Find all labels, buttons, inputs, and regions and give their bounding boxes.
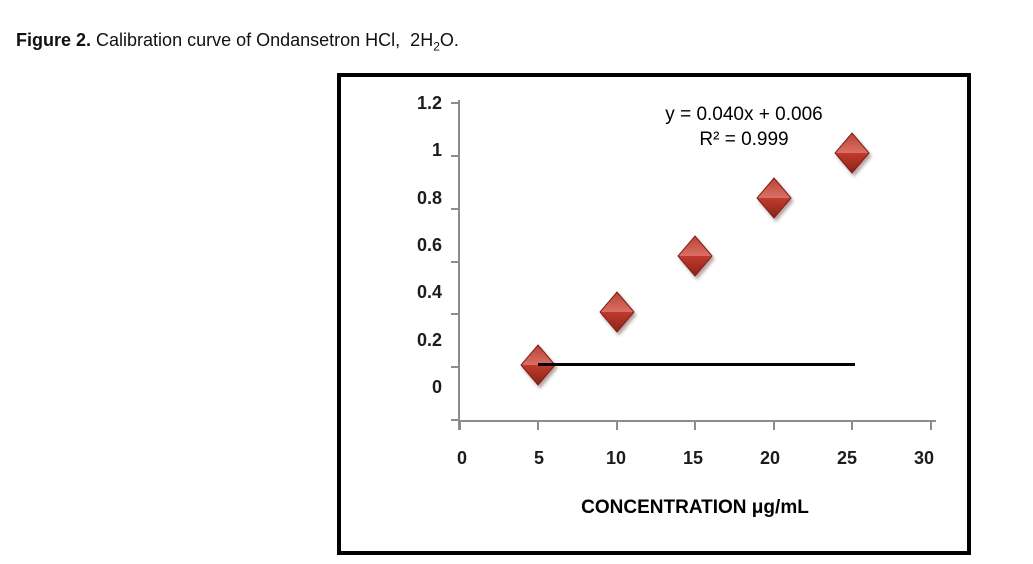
figure-caption: Figure 2. Calibration curve of Ondansetr… xyxy=(6,9,459,54)
y-tick-label: 0.4 xyxy=(416,282,442,303)
x-tick-label: 15 xyxy=(682,448,704,468)
data-point-marker xyxy=(834,132,870,175)
plot-area: y = 0.040x + 0.006 R² = 0.999 CONCENTRAT… xyxy=(341,77,967,551)
y-axis-tick xyxy=(451,419,459,421)
chart-frame: y = 0.040x + 0.006 R² = 0.999 CONCENTRAT… xyxy=(337,73,971,555)
y-axis-tick xyxy=(451,313,459,316)
x-tick-label: 0 xyxy=(456,448,467,468)
equation-line: y = 0.040x + 0.006 xyxy=(665,104,823,125)
y-axis-tick xyxy=(451,207,459,210)
y-axis-tick xyxy=(451,155,459,157)
x-axis-tick xyxy=(458,420,461,430)
x-axis-tick xyxy=(851,420,853,430)
r-squared-line: R² = 0.999 xyxy=(699,129,789,150)
data-point-marker xyxy=(598,290,635,333)
data-point-marker xyxy=(755,177,792,220)
data-point-marker xyxy=(520,343,556,386)
y-axis-tick xyxy=(451,102,459,105)
x-axis-title: CONCENTRATION μg/mL xyxy=(581,497,809,518)
y-axis-tick xyxy=(451,260,459,263)
figure-caption-text-end: O. xyxy=(439,30,459,50)
horizontal-line xyxy=(538,363,856,367)
x-tick-label: 5 xyxy=(533,448,544,468)
x-axis-tick xyxy=(537,420,539,430)
figure-caption-subscript: 2 xyxy=(433,39,440,54)
x-tick-label: 30 xyxy=(913,448,935,468)
figure-caption-label: Figure 2. xyxy=(16,30,92,50)
y-tick-label: 0.6 xyxy=(416,235,442,255)
x-axis-tick xyxy=(772,420,775,430)
x-axis-tick xyxy=(929,420,932,430)
x-axis-tick xyxy=(615,420,618,430)
y-tick-label: 0.8 xyxy=(416,187,442,208)
x-axis-tick xyxy=(694,420,696,430)
x-tick-label: 20 xyxy=(759,448,781,468)
y-tick-label: 0 xyxy=(431,377,442,397)
x-tick-label: 10 xyxy=(605,448,627,468)
y-axis-line xyxy=(458,100,460,430)
y-tick-label: 1.2 xyxy=(416,93,442,114)
x-axis-line xyxy=(458,420,936,422)
figure-caption-text: Calibration curve of Ondansetron HCl, 2H xyxy=(91,30,434,50)
data-point-marker xyxy=(677,235,713,278)
y-tick-label: 0.2 xyxy=(416,329,442,350)
y-tick-label: 1 xyxy=(431,140,442,161)
trendline-equation: y = 0.040x + 0.006 R² = 0.999 xyxy=(665,102,822,152)
y-axis-tick xyxy=(451,366,459,369)
x-tick-label: 25 xyxy=(836,448,858,468)
